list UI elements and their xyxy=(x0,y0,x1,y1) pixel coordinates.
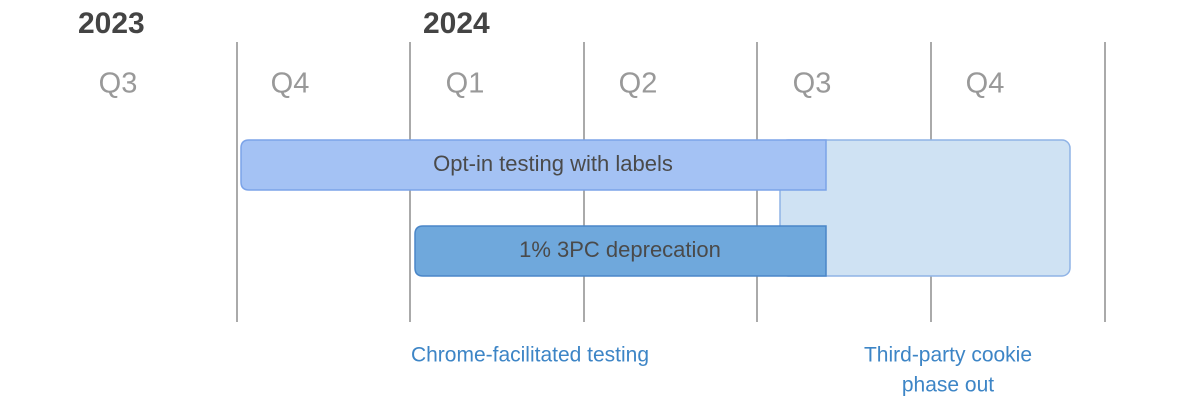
bar-label: 1% 3PC deprecation xyxy=(519,237,721,262)
quarter-label: Q2 xyxy=(619,68,658,100)
opt-in-bar xyxy=(240,139,827,191)
quarter-label: Q4 xyxy=(966,68,1005,100)
phase-label: Third-party cookie xyxy=(864,344,1032,367)
quarter-label: Q3 xyxy=(793,68,832,100)
quarter-label: Q4 xyxy=(271,68,310,100)
phase-label: phase out xyxy=(902,374,994,397)
bar-label: Opt-in testing with labels xyxy=(433,151,673,176)
phase-out-region xyxy=(779,139,1071,277)
quarter-label: Q1 xyxy=(446,68,485,100)
year-label: 2023 xyxy=(78,7,145,40)
year-label: 2024 xyxy=(423,7,490,40)
quarter-label: Q3 xyxy=(99,68,138,100)
deprecation-bar xyxy=(414,225,827,277)
phase-label: Chrome-facilitated testing xyxy=(411,344,649,367)
